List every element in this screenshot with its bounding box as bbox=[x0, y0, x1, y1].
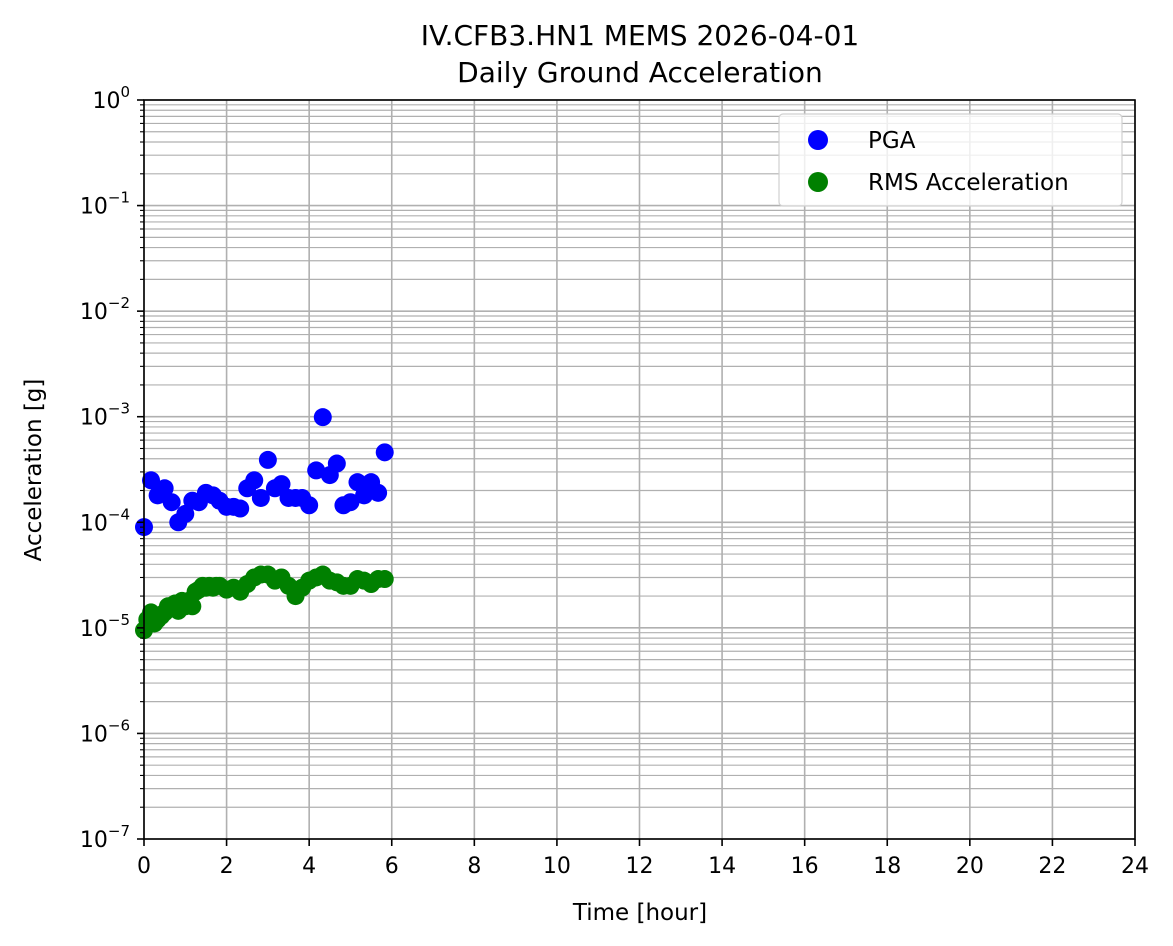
data-point bbox=[251, 488, 270, 507]
data-point bbox=[142, 471, 161, 490]
x-tick-label: 12 bbox=[626, 854, 654, 879]
data-point bbox=[375, 443, 394, 462]
chart-title: IV.CFB3.HN1 MEMS 2026-04-01 bbox=[421, 19, 859, 52]
x-tick-label: 22 bbox=[1038, 854, 1066, 879]
y-tick-exponent: −7 bbox=[108, 822, 130, 840]
data-point bbox=[327, 454, 346, 473]
y-tick-label: 10−5 bbox=[80, 611, 130, 642]
x-tick-label: 20 bbox=[956, 854, 984, 879]
legend-label-rms: RMS Acceleration bbox=[868, 170, 1069, 196]
y-tick-label-text: 10−3 bbox=[80, 400, 130, 431]
x-tick-label: 4 bbox=[302, 854, 316, 879]
y-tick-label-text: 10−5 bbox=[80, 611, 130, 642]
x-tick-label: 24 bbox=[1121, 854, 1149, 879]
y-tick-label: 10−7 bbox=[80, 822, 130, 853]
x-tick-label: 6 bbox=[385, 854, 399, 879]
x-tick-label: 2 bbox=[220, 854, 234, 879]
data-point bbox=[245, 471, 264, 490]
y-tick-exponent: −6 bbox=[108, 716, 130, 734]
data-points bbox=[135, 408, 394, 640]
y-tick-base: 10 bbox=[80, 300, 108, 325]
y-tick-base: 10 bbox=[92, 89, 120, 114]
x-tick-label: 10 bbox=[543, 854, 571, 879]
legend-box bbox=[778, 113, 1123, 207]
series-rms bbox=[135, 565, 394, 640]
y-tick-label: 10−6 bbox=[80, 716, 130, 747]
y-tick-label-text: 10−4 bbox=[80, 505, 130, 536]
y-tick-label: 10−3 bbox=[80, 400, 130, 431]
data-point bbox=[300, 496, 319, 515]
y-axis-label: Acceleration [g] bbox=[21, 379, 47, 562]
x-tick-label: 14 bbox=[708, 854, 736, 879]
data-point bbox=[176, 504, 195, 523]
data-point bbox=[183, 597, 202, 616]
axis-ticks: 0 2 4 6 8 10 12 14 16 18 20 22 2410−710−610−510−410−… bbox=[80, 83, 1149, 879]
legend-marker-rms bbox=[808, 172, 828, 192]
y-tick-label-text: 10−2 bbox=[80, 294, 130, 325]
x-tick-label: 8 bbox=[467, 854, 481, 879]
y-tick-label: 100 bbox=[92, 83, 130, 114]
y-tick-label-text: 100 bbox=[92, 83, 130, 114]
data-point bbox=[313, 408, 332, 427]
data-point bbox=[155, 479, 174, 498]
y-tick-base: 10 bbox=[80, 406, 108, 431]
data-point bbox=[307, 461, 326, 480]
y-tick-base: 10 bbox=[80, 722, 108, 747]
legend: PGA RMS Acceleration bbox=[778, 113, 1123, 207]
legend-marker-pga bbox=[808, 130, 828, 150]
y-tick-exponent: −4 bbox=[108, 505, 130, 523]
y-tick-exponent: −3 bbox=[108, 400, 130, 418]
y-tick-label: 10−4 bbox=[80, 505, 130, 536]
grid bbox=[143, 99, 1136, 840]
data-point bbox=[341, 493, 360, 512]
data-point bbox=[162, 493, 181, 512]
data-point bbox=[258, 450, 277, 469]
series-pga bbox=[135, 408, 394, 537]
y-tick-base: 10 bbox=[80, 828, 108, 853]
x-tick-label: 18 bbox=[873, 854, 901, 879]
y-tick-exponent: −5 bbox=[108, 611, 130, 629]
y-tick-exponent: 0 bbox=[120, 83, 130, 101]
data-point bbox=[369, 483, 388, 502]
data-point bbox=[355, 486, 374, 505]
y-tick-label: 10−2 bbox=[80, 294, 130, 325]
chart-subtitle: Daily Ground Acceleration bbox=[457, 56, 823, 89]
legend-label-pga: PGA bbox=[868, 128, 916, 154]
y-tick-label-text: 10−7 bbox=[80, 822, 130, 853]
y-tick-base: 10 bbox=[80, 617, 108, 642]
data-point bbox=[272, 475, 291, 494]
y-tick-base: 10 bbox=[80, 195, 108, 220]
data-point bbox=[375, 570, 394, 589]
x-tick-label: 0 bbox=[137, 854, 151, 879]
x-tick-label: 16 bbox=[791, 854, 819, 879]
y-tick-exponent: −1 bbox=[108, 189, 130, 207]
y-tick-label-text: 10−6 bbox=[80, 716, 130, 747]
data-point bbox=[231, 499, 250, 518]
y-tick-base: 10 bbox=[80, 511, 108, 536]
y-tick-label: 10−1 bbox=[80, 189, 130, 220]
y-tick-label-text: 10−1 bbox=[80, 189, 130, 220]
x-axis-label: Time [hour] bbox=[572, 900, 707, 926]
y-tick-exponent: −2 bbox=[108, 294, 130, 312]
